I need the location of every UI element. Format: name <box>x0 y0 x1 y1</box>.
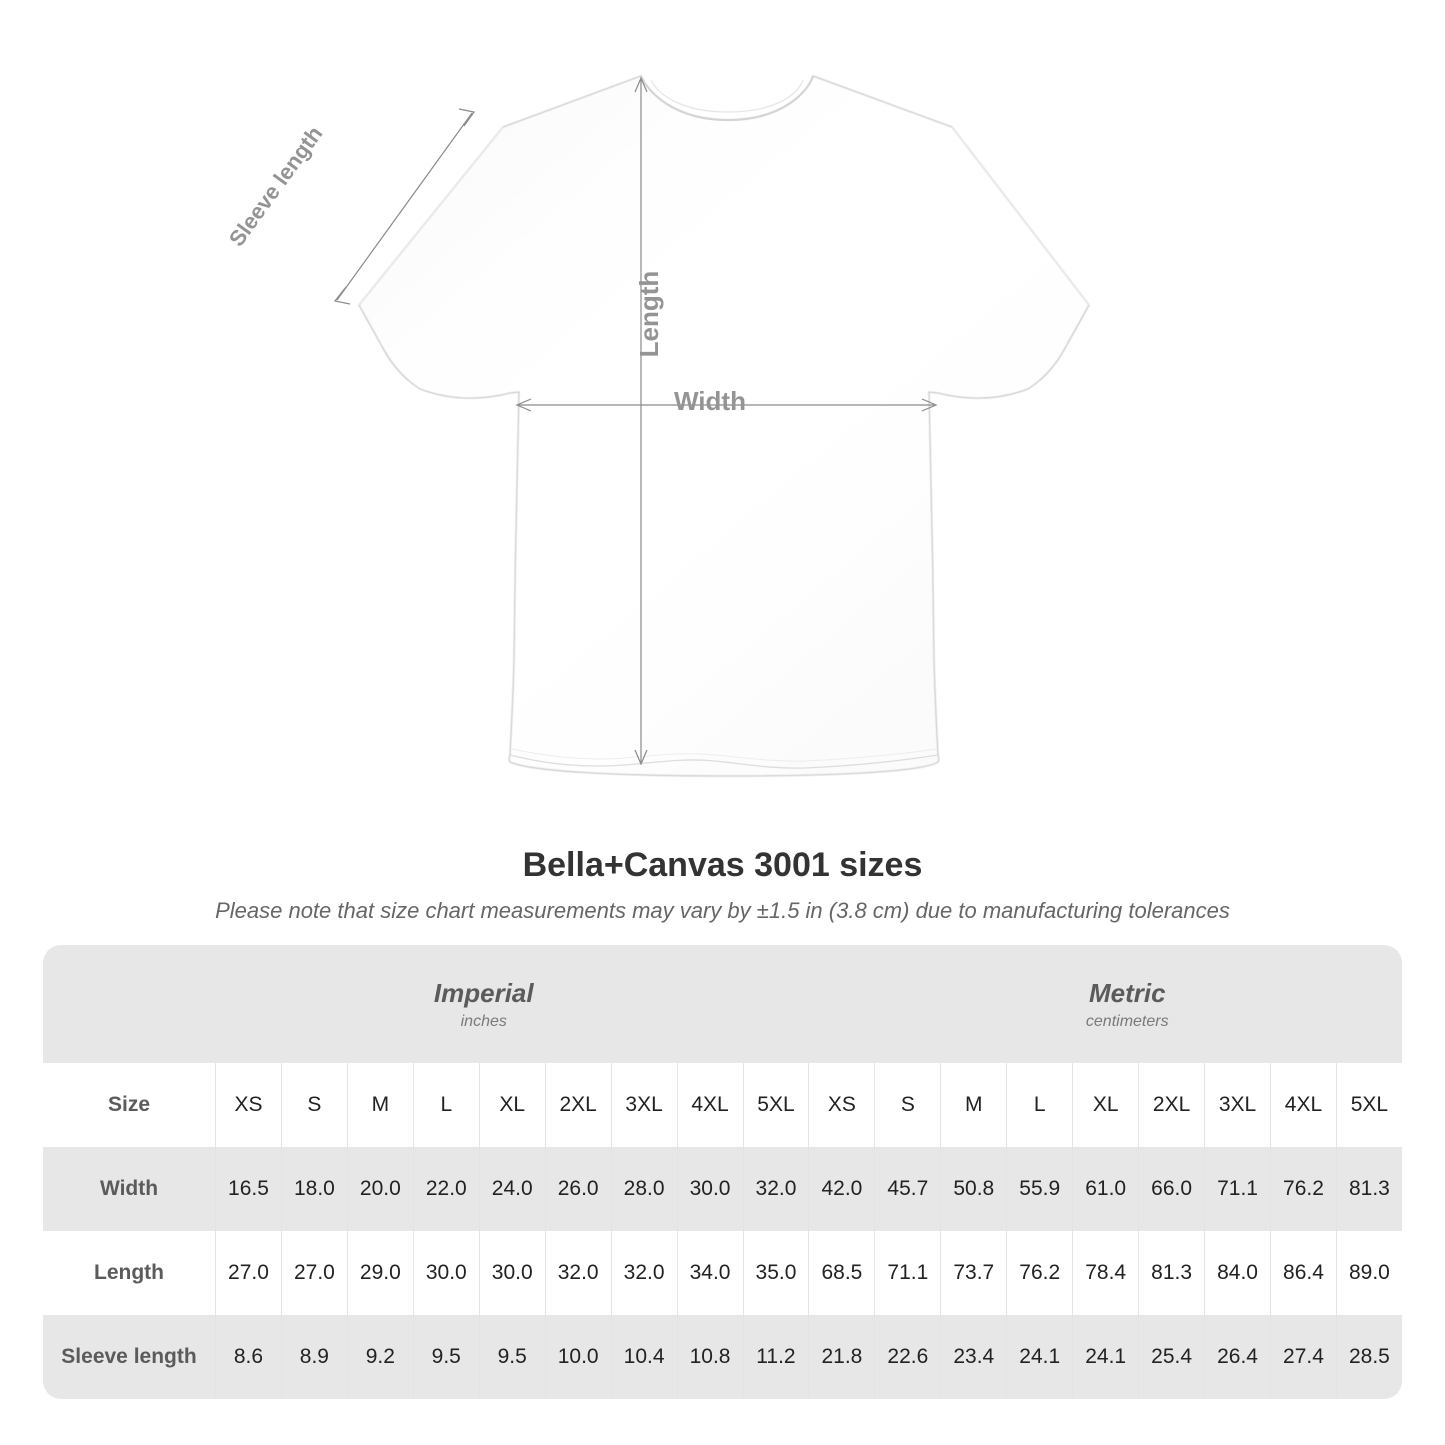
svg-text:Width: Width <box>674 386 746 416</box>
svg-text:Length: Length <box>634 271 664 358</box>
svg-text:Sleeve length: Sleeve length <box>224 121 328 250</box>
